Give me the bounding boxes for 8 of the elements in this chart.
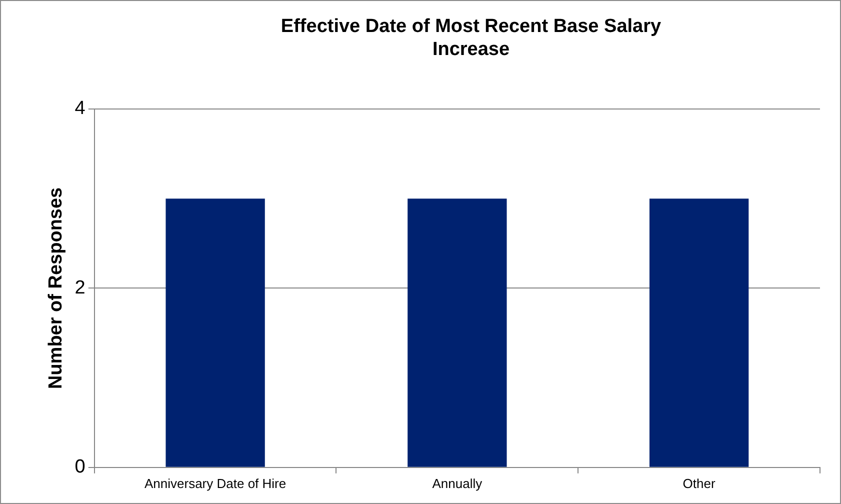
y-axis-title: Number of Responses (46, 187, 67, 390)
y-tick-label: 4 (74, 98, 86, 120)
chart-title: Effective Date of Most Recent Base Salary Increase (280, 15, 662, 61)
y-tick-label: 2 (74, 277, 86, 298)
x-tick-label: Annually (432, 476, 483, 491)
y-tick-label: 0 (74, 456, 86, 478)
x-tick-label: Other (682, 476, 716, 491)
x-tick-label: Anniversary Date of Hire (144, 476, 286, 491)
